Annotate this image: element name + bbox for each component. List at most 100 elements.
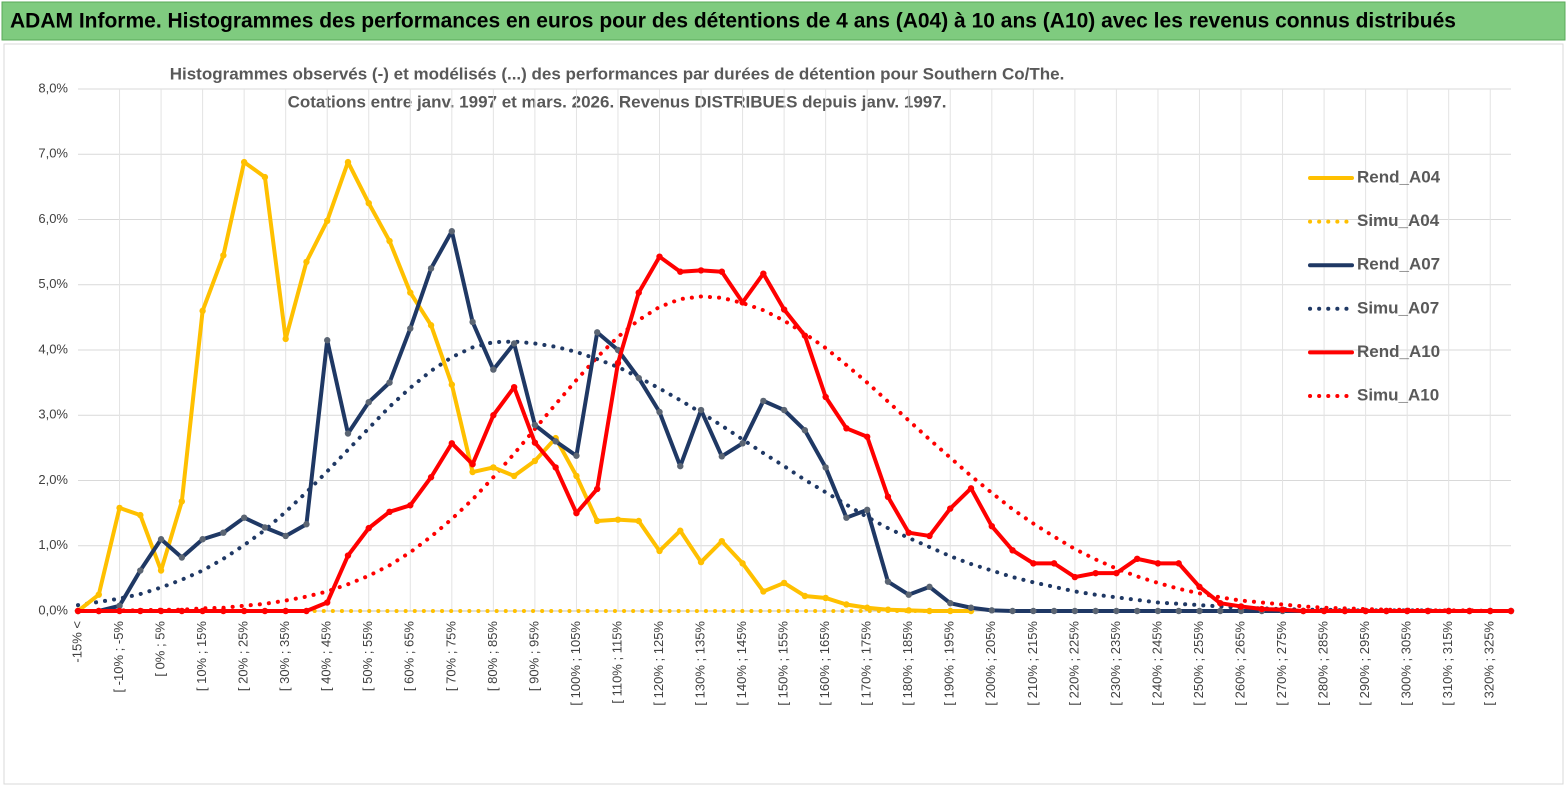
series-marker — [594, 329, 601, 336]
series-marker — [261, 173, 269, 181]
series-marker — [905, 529, 912, 536]
series-marker — [407, 325, 414, 332]
series-marker — [884, 578, 892, 585]
series-marker — [863, 433, 871, 440]
series-marker — [718, 268, 726, 275]
series-marker — [1133, 607, 1141, 615]
series-line — [76, 294, 1513, 613]
series-marker — [884, 493, 892, 501]
series-marker — [199, 607, 206, 615]
series-marker — [614, 516, 622, 523]
series-line — [76, 160, 974, 613]
series-marker — [1217, 599, 1224, 607]
series-marker — [884, 606, 892, 613]
y-tick-label: 3,0% — [38, 407, 68, 422]
legend-label: Simu_A10 — [1357, 385, 1439, 404]
x-tick-label: [ 150% ; 155% — [776, 621, 791, 706]
series-marker — [677, 527, 684, 534]
series-marker — [1009, 607, 1016, 615]
series-marker — [1341, 607, 1349, 615]
series-marker — [469, 318, 476, 326]
series-marker — [552, 438, 559, 445]
x-tick-label: [ 180% ; 185% — [900, 621, 915, 706]
series-marker — [1071, 607, 1079, 615]
x-tick-label: [ 240% ; 245% — [1149, 621, 1164, 706]
series-marker — [905, 607, 912, 614]
series-marker — [739, 560, 746, 567]
series-marker — [74, 607, 82, 615]
series-marker — [697, 406, 705, 414]
series-marker — [1154, 607, 1162, 615]
series-marker — [303, 521, 310, 528]
legend: Rend_A04 Simu_A04 Rend_A07 Simu_A07 Rend_A10… — [1308, 167, 1441, 404]
x-tick-label: [ 310% ; 315% — [1440, 621, 1455, 706]
series-marker — [448, 440, 456, 447]
series-marker — [220, 529, 227, 536]
x-tick-label: [ 270% ; 275% — [1274, 621, 1289, 706]
series-marker — [635, 374, 642, 382]
x-tick-label: [ 0% ; 5% — [153, 621, 168, 677]
x-tick-label: [ 280% ; 285% — [1316, 621, 1331, 706]
series-marker — [427, 474, 435, 481]
series-marker — [1466, 607, 1473, 615]
x-tick-label: [ -10% ; -5% — [111, 621, 126, 693]
series-marker — [1050, 607, 1058, 615]
series-line — [76, 254, 1513, 613]
legend-label: Rend_A04 — [1357, 167, 1441, 186]
series-marker — [1092, 607, 1099, 615]
series-marker — [1092, 569, 1099, 577]
chart-subtitle: Cotations entre janv. 1997 et mars. 2026… — [288, 92, 947, 111]
series-marker — [324, 599, 331, 606]
series-line — [76, 339, 1513, 613]
y-tick-label: 0,0% — [38, 602, 68, 617]
x-tick-label: [ 230% ; 235% — [1108, 621, 1123, 706]
series-marker — [365, 399, 372, 406]
series-marker — [1383, 607, 1390, 615]
y-tick-label: 8,0% — [38, 80, 68, 95]
x-tick-label: [ 50% ; 55% — [360, 621, 375, 692]
series-marker — [199, 536, 206, 543]
series-marker — [469, 460, 476, 468]
series-marker — [739, 440, 746, 447]
y-tick-label: 6,0% — [38, 211, 68, 226]
series-marker — [656, 547, 663, 555]
series-marker — [427, 322, 435, 329]
x-tick-label: [ 160% ; 165% — [817, 621, 832, 706]
series-marker — [116, 607, 123, 615]
plot — [74, 158, 1515, 615]
series-marker — [427, 265, 435, 272]
series-marker — [1237, 603, 1245, 610]
series-marker — [1154, 560, 1162, 567]
series-marker — [1217, 607, 1224, 615]
x-tick-label: [ 40% ; 45% — [319, 621, 334, 692]
series-marker — [240, 158, 248, 166]
series-marker — [1071, 573, 1079, 581]
series-marker — [324, 217, 331, 225]
legend-label: Simu_A04 — [1357, 211, 1440, 230]
series-marker — [178, 607, 186, 615]
series-marker — [448, 381, 456, 388]
series-marker — [843, 425, 850, 432]
series-marker — [1196, 583, 1203, 591]
series-marker — [137, 607, 144, 615]
series-marker — [116, 602, 123, 609]
x-tick-label: [ 140% ; 145% — [734, 621, 749, 706]
x-tick-label: [ 220% ; 225% — [1066, 621, 1081, 706]
x-tick-label: [ 170% ; 175% — [859, 621, 874, 706]
legend-label: Rend_A10 — [1357, 342, 1440, 361]
series-marker — [510, 472, 518, 480]
series-marker — [780, 579, 788, 587]
series-marker — [95, 607, 102, 615]
series-marker — [718, 453, 726, 460]
y-tick-label: 7,0% — [38, 146, 68, 161]
legend-label: Simu_A07 — [1357, 298, 1439, 317]
series-marker — [863, 604, 871, 611]
y-tick-label: 5,0% — [38, 276, 68, 291]
series-marker — [926, 583, 933, 591]
x-tick-label: [ 250% ; 255% — [1191, 621, 1206, 706]
x-tick-label: [ 320% ; 325% — [1482, 621, 1497, 706]
x-tick-label: [ 190% ; 195% — [942, 621, 957, 706]
series-marker — [614, 359, 622, 367]
series-marker — [1009, 547, 1016, 554]
series-marker — [1487, 607, 1494, 615]
